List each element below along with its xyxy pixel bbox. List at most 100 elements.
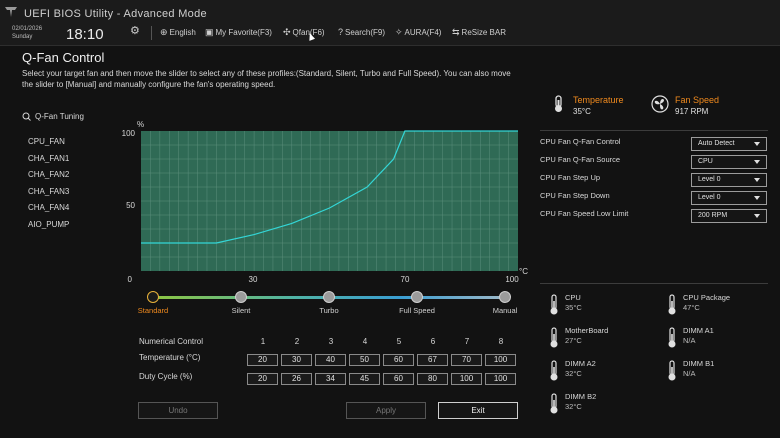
duty-cycle-cell[interactable]: 45	[349, 373, 380, 385]
settings-gear-icon[interactable]: ⚙	[130, 25, 140, 37]
fan-item-cha-fan2[interactable]: CHA_FAN2	[28, 170, 70, 179]
profile-slider[interactable]: Standard Silent Turbo Full Speed Manual	[137, 288, 520, 318]
sensor-dimm-a1: DIMM A1 N/A	[667, 326, 714, 349]
date-text: 02/01/2026	[12, 26, 43, 32]
fan-icon: ✣	[283, 27, 291, 37]
profile-silent-knob[interactable]	[235, 291, 247, 303]
toolbar-divider	[151, 26, 152, 40]
column-header: 7	[464, 337, 470, 346]
profile-standard-label[interactable]: Standard	[137, 306, 169, 315]
sensor-name: DIMM A1	[683, 326, 714, 335]
my-favorite-label: My Favorite(F3)	[215, 28, 272, 37]
fan-item-cha-fan3[interactable]: CHA_FAN3	[28, 186, 70, 196]
undo-button[interactable]: Undo	[138, 402, 218, 419]
low-limit-select[interactable]: 200 RPM	[691, 209, 767, 223]
duty-cycle-cell[interactable]: 26	[281, 373, 312, 385]
fan-speed-status: Fan Speed 917 RPM	[651, 95, 719, 117]
column-header: 5	[396, 337, 402, 346]
app-title: UEFI BIOS Utility - Advanced Mode	[24, 8, 207, 20]
fan-curve-line[interactable]	[141, 130, 518, 244]
thermometer-icon	[550, 327, 558, 348]
language-label: English	[169, 28, 196, 37]
globe-icon: ⊕	[160, 27, 168, 37]
page-description: Select your target fan and then move the…	[22, 69, 511, 89]
sensor-dimm-a2: DIMM A2 32°C	[549, 359, 596, 382]
fan-speed-status-label: Fan Speed	[675, 95, 720, 105]
search-icon: ?	[338, 27, 344, 37]
temperature-cell[interactable]: 20	[247, 354, 278, 366]
language-button[interactable]: ⊕ English	[160, 27, 196, 38]
sensor-dimm-b1: DIMM B1 N/A	[667, 359, 714, 382]
temperature-cell[interactable]: 50	[349, 354, 380, 366]
chevron-down-icon	[754, 178, 760, 182]
my-favorite-button[interactable]: ▣ My Favorite(F3)	[205, 27, 272, 38]
duty-cycle-cell[interactable]: 34	[315, 373, 346, 385]
y-axis-label: %	[137, 120, 144, 129]
profile-manual-label[interactable]: Manual	[492, 306, 518, 315]
setting-label-qfan-source: CPU Fan Q-Fan Source	[540, 155, 621, 164]
thermometer-icon	[668, 327, 676, 348]
divider	[540, 283, 768, 284]
duty-cycle-cell[interactable]: 20	[247, 373, 278, 385]
duty-cycle-cell[interactable]: 80	[417, 373, 448, 385]
step-up-select[interactable]: Level 0	[691, 173, 767, 187]
profile-turbo-knob[interactable]	[323, 291, 335, 303]
resize-bar-button[interactable]: ⇆ ReSize BAR	[452, 27, 506, 38]
chevron-down-icon	[754, 142, 760, 146]
qfan-source-value: CPU	[698, 158, 713, 165]
tuning-search-icon	[22, 112, 31, 121]
profile-turbo-label[interactable]: Turbo	[319, 306, 339, 315]
exit-button[interactable]: Exit	[438, 402, 518, 419]
qfan-button[interactable]: ✣ Qfan(F6)	[283, 27, 325, 38]
fan-curve-chart[interactable]: % °C 100 50 0 30 70 100	[115, 118, 535, 288]
temperature-cell[interactable]: 60	[383, 354, 414, 366]
fan-item-cha-fan1[interactable]: CHA_FAN1	[28, 153, 70, 163]
profile-silent-label[interactable]: Silent	[231, 306, 251, 315]
sensor-name: DIMM B2	[565, 392, 597, 401]
duty-cycle-cell[interactable]: 60	[383, 373, 414, 385]
setting-label-step-down: CPU Fan Step Down	[540, 191, 610, 200]
step-down-select[interactable]: Level 0	[691, 191, 767, 205]
duty-cycle-cell[interactable]: 100	[485, 373, 516, 385]
thermometer-icon	[550, 393, 558, 414]
qfan-control-select[interactable]: Auto Detect	[691, 137, 767, 151]
qfan-control-value: Auto Detect	[698, 140, 735, 147]
step-down-value: Level 0	[698, 194, 721, 201]
temperature-status: Temperature 35°C	[551, 95, 624, 117]
fan-item-cpu-fan[interactable]: CPU_FAN	[28, 137, 65, 146]
column-header: 1	[260, 337, 266, 346]
fan-speed-status-value: 917 RPM	[675, 107, 709, 116]
fan-item-cha-fan4[interactable]: CHA_FAN4	[28, 203, 70, 212]
page-title: Q-Fan Control	[22, 50, 105, 65]
fan-list: CPU_FAN CHA_FAN1 CHA_FAN2 CHA_FAN3 CHA_F…	[26, 134, 107, 233]
profile-standard-knob[interactable]	[147, 291, 159, 303]
resize-bar-icon: ⇆	[452, 27, 460, 37]
temperature-cell[interactable]: 30	[281, 354, 312, 366]
temperature-cell[interactable]: 67	[417, 354, 448, 366]
low-limit-value: 200 RPM	[698, 212, 728, 219]
sensor-dimm-b2: DIMM B2 32°C	[549, 392, 596, 415]
temperature-cell[interactable]: 100	[485, 354, 516, 366]
thermometer-icon	[668, 360, 676, 381]
apply-button[interactable]: Apply	[346, 402, 426, 419]
search-button[interactable]: ? Search(F9)	[338, 27, 385, 37]
qfan-source-select[interactable]: CPU	[691, 155, 767, 169]
sensor-name: DIMM A2	[565, 359, 596, 368]
duty-cycle-cell[interactable]: 100	[451, 373, 482, 385]
temperature-cell[interactable]: 70	[451, 354, 482, 366]
column-header: 2	[294, 337, 300, 346]
aura-button[interactable]: ✧ AURA(F4)	[395, 27, 441, 38]
temperature-cell[interactable]: 40	[315, 354, 346, 366]
profile-manual-knob[interactable]	[499, 291, 511, 303]
qfan-tuning-button[interactable]: Q-Fan Tuning	[22, 112, 84, 121]
column-header: 6	[430, 337, 436, 346]
favorite-icon: ▣	[205, 27, 214, 37]
profile-full-speed-knob[interactable]	[411, 291, 423, 303]
tuf-logo-icon	[5, 7, 17, 17]
setting-label-low-limit: CPU Fan Speed Low Limit	[540, 209, 629, 218]
qfan-tuning-label: Q-Fan Tuning	[35, 112, 84, 121]
fan-item-aio-pump[interactable]: AIO_PUMP	[28, 219, 70, 229]
aura-icon: ✧	[395, 27, 403, 37]
temperature-status-label: Temperature	[573, 95, 624, 105]
profile-full-speed-label[interactable]: Full Speed	[399, 306, 435, 315]
